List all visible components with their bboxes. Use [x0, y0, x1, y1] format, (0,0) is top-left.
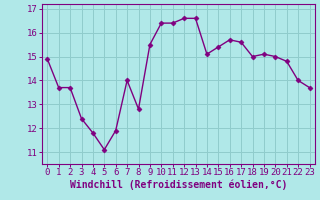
X-axis label: Windchill (Refroidissement éolien,°C): Windchill (Refroidissement éolien,°C) — [70, 180, 287, 190]
